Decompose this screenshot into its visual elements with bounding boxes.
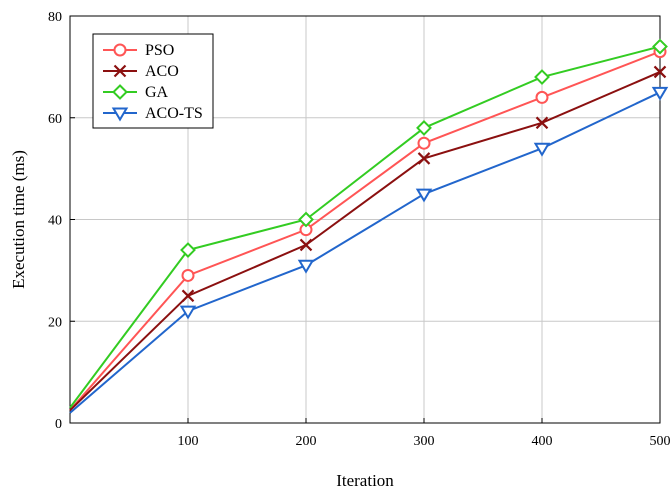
data-point-ga <box>180 242 196 258</box>
data-point-pso <box>181 268 195 282</box>
series-aco <box>69 65 667 411</box>
data-point-aco-ts <box>297 259 315 274</box>
data-point-aco-ts <box>533 142 551 157</box>
data-point-aco-ts <box>415 188 433 203</box>
y-tick-label: 40 <box>48 214 62 229</box>
series-line-aco <box>69 71 661 411</box>
legend-label: ACO <box>145 63 179 80</box>
series-group <box>69 38 669 414</box>
data-point-ga <box>416 120 432 136</box>
series-line-aco-ts <box>69 91 661 414</box>
legend-item-ga: GA <box>103 84 169 101</box>
x-tick-label: 200 <box>296 434 317 449</box>
series-line-pso <box>69 50 661 411</box>
x-tick-label: 300 <box>414 434 435 449</box>
legend-item-aco-ts: ACO-TS <box>103 105 203 122</box>
legend-label: ACO-TS <box>145 105 203 122</box>
legend-marker-ga <box>112 84 128 100</box>
x-tick-label: 100 <box>178 434 199 449</box>
data-point-aco-ts <box>651 86 669 101</box>
data-point-aco <box>653 65 667 79</box>
legend: PSO ACO GA ACO-TS <box>92 33 214 129</box>
legend-item-aco: ACO <box>103 63 179 80</box>
data-point-ga <box>298 211 314 228</box>
legend-item-pso: PSO <box>103 42 174 59</box>
x-tick-label: 400 <box>532 434 553 449</box>
x-tick-label: 500 <box>650 434 670 449</box>
axis-ticks: 100 200 300 400 500 0 20 40 60 80 <box>48 10 670 449</box>
series-line-ga <box>69 45 661 409</box>
legend-marker-aco-ts <box>111 107 129 122</box>
legend-marker-pso <box>113 43 127 57</box>
data-point-aco-ts <box>179 305 197 320</box>
data-point-pso <box>417 136 431 150</box>
legend-label: PSO <box>145 42 174 59</box>
data-point-aco <box>299 238 313 252</box>
data-point-aco <box>181 289 195 303</box>
data-point-ga <box>534 69 550 85</box>
series-ga <box>69 38 668 409</box>
x-axis-label: Iteration <box>336 471 394 490</box>
y-tick-label: 20 <box>48 315 62 330</box>
data-point-aco <box>535 116 549 130</box>
series-aco-ts <box>69 86 669 414</box>
legend-marker-aco <box>113 64 127 78</box>
y-tick-label: 80 <box>48 10 62 25</box>
legend-label: GA <box>145 84 169 101</box>
y-axis-label: Execution time (ms) <box>9 150 28 289</box>
y-tick-label: 0 <box>55 417 62 432</box>
data-point-ga <box>652 38 668 55</box>
y-tick-label: 60 <box>48 112 62 127</box>
data-point-aco <box>417 152 431 165</box>
data-point-pso <box>535 90 549 104</box>
